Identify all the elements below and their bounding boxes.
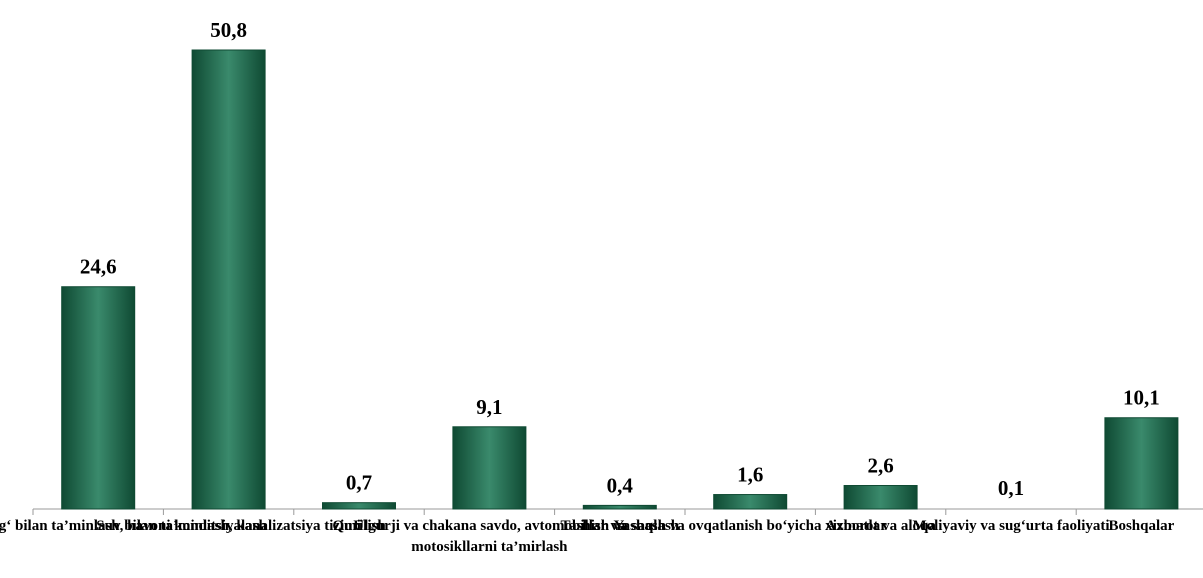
- bar: [843, 485, 918, 510]
- bar: [713, 494, 788, 510]
- bar: [61, 286, 136, 510]
- bar: [1104, 417, 1179, 510]
- category-label: Boshqalar: [1108, 518, 1174, 534]
- data-label: 50,8: [210, 18, 247, 42]
- data-label: 0,4: [607, 473, 634, 497]
- data-label: 0,1: [998, 476, 1024, 500]
- bar: [452, 426, 527, 510]
- x-axis-ticks: [32, 509, 1077, 515]
- data-label: 0,7: [346, 471, 372, 495]
- data-label: 2,6: [867, 454, 893, 478]
- category-labels-group: ab, gaz, bug‘ bilan ta’minlash, havoni k…: [0, 518, 1175, 555]
- bars-group: [61, 49, 1179, 510]
- category-label: Qurilish: [332, 518, 386, 534]
- category-label: Tashish va saqlash: [560, 518, 679, 534]
- category-label: Ulgurji va chakana savdo, avtomobillar v…: [353, 518, 626, 534]
- data-label: 24,6: [80, 255, 117, 279]
- bar: [322, 502, 396, 510]
- category-label: Suv bilan ta’minlash, kanalizatsiya tizi…: [96, 518, 361, 534]
- category-label: Axborot va aloqa: [825, 518, 936, 534]
- data-label: 1,6: [737, 463, 763, 487]
- data-label: 10,1: [1123, 386, 1160, 410]
- category-label: Yashash va ovqatlanish bo‘yicha xizmatla…: [614, 518, 888, 534]
- category-label: motosikllarni ta’mirlash: [411, 539, 568, 555]
- value-labels-group: 24,6 50,8 0,7 9,1 0,4 1,6 2,6 0,1 10,1: [80, 18, 1160, 500]
- data-label: 9,1: [476, 395, 502, 419]
- bar: [191, 49, 266, 510]
- category-label: ab, gaz, bug‘ bilan ta’minlash, havoni k…: [0, 518, 267, 534]
- bar: [582, 504, 657, 510]
- category-label: Moliyaviy va sug‘urta faoliyati: [912, 518, 1109, 534]
